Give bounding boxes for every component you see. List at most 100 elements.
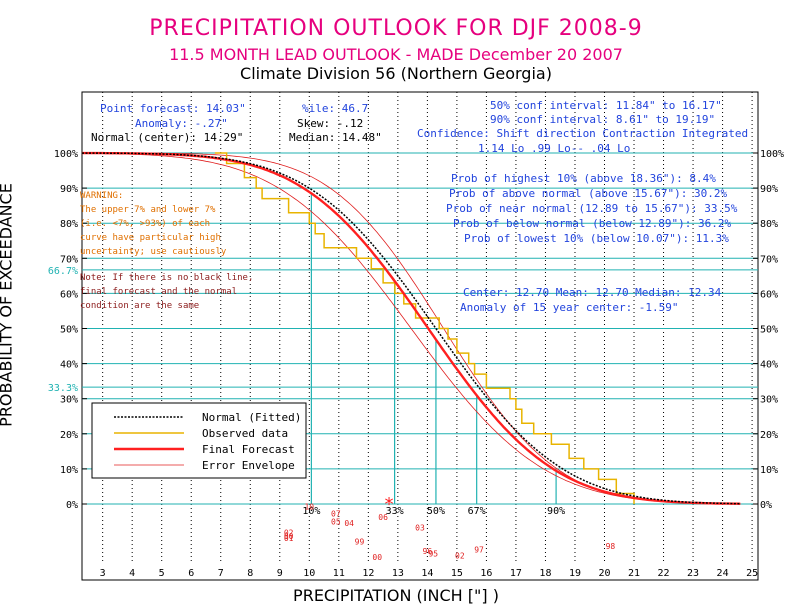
y-tick-label-left: 50% [60,325,78,336]
percentile-marker-label: 33% [386,506,404,517]
x-tick-label: 13 [392,568,404,579]
x-tick-label: 18 [539,568,551,579]
y-tick-label-left: 100% [54,149,78,160]
x-tick-label: 17 [510,568,522,579]
legend-label: Error Envelope [202,459,295,472]
prob-above: Prob of above normal (above 15.67"): 30.… [449,187,728,200]
median: Median: 14.48" [289,131,382,144]
percentile-marker-label: 67% [468,506,486,517]
plot-frame [81,91,759,581]
warning-line: The upper 7% and lower 7% [80,205,216,215]
prob-lowest: Prob of lowest 10% (below 10.07"): 11.3% [464,232,729,245]
center-mean-median: Center: 12.70 Mean: 12.70 Median: 12.34 [463,286,722,299]
y-tick-label-right: 80% [760,219,778,230]
y-tick-label-right: 50% [760,325,778,336]
anomaly: Anomaly: -.27" [135,117,228,130]
x-tick-label: 9 [277,568,283,579]
y-tick-label-right: 0% [760,500,772,511]
point-forecast: Point forecast: 14.03" [100,102,246,115]
x-tick-label: 4 [129,568,135,579]
x-tick-label: 20 [598,568,610,579]
warning-line: curve have particular high [80,233,221,243]
percentile-marker-label: 90% [547,506,565,517]
x-tick-label: 10 [303,568,315,579]
year-label: 00 [372,553,382,562]
year-label: 99 [355,537,365,546]
y-axis-label: PROBABILITY OF EXCEEDANCE [0,183,16,427]
chart-title: PRECIPITATION OUTLOOK FOR DJF 2008-9 [149,16,643,41]
x-tick-label: 12 [362,568,374,579]
prob-near: Prob of near normal (12.89 to 15.67"): 3… [446,202,738,215]
y-tick-label-right: 10% [760,465,778,476]
x-tick-label: 16 [480,568,492,579]
year-label: 95 [428,550,438,559]
normal-fitted-curve [82,152,741,505]
year-label: 03 [415,523,425,532]
year-label: 04 [344,519,354,528]
y-tick-label-left: 60% [60,289,78,300]
x-tick-label: 8 [247,568,253,579]
warning-line: uncertainty; use cautiously [80,247,227,257]
x-tick-label: 19 [569,568,581,579]
x-tick-label: 3 [100,568,106,579]
year-label: 05 [331,517,341,526]
conf-interval-90: 90% conf interval: 8.61" to 19.19" [490,113,716,126]
percentile-marker-label: 50% [427,506,445,517]
y-tick-label-left: 30% [60,395,78,406]
year-label: 98 [606,542,616,551]
confidence-values: 1.14 Lo .99 Lo-- .04 Lo [478,142,631,155]
y-tick-label-left: 0% [66,500,78,511]
x-tick-label: 22 [658,568,670,579]
y-tick-label-right: 60% [760,289,778,300]
conf-interval-50: 50% conf interval: 11.84" to 16.17" [490,99,722,112]
y-tick-label-left: 90% [60,184,78,195]
warning-line: WARNING: [80,191,124,201]
x-tick-label: 24 [717,568,729,579]
note-line: Note: If there is no black line, [80,273,254,283]
point-forecast-star: * [384,494,395,515]
climate-division: Climate Division 56 (Northern Georgia) [240,64,552,83]
chart-subtitle: 11.5 MONTH LEAD OUTLOOK - MADE December … [169,45,623,64]
observed-data-line [214,152,635,504]
skew: Skew: -.12 [297,117,364,130]
y-tick-label-left: 40% [60,360,78,371]
y-tick-label-right: 30% [760,395,778,406]
tercile-label: 33.3% [48,383,78,394]
legend-label: Normal (Fitted) [202,411,301,424]
year-label: 02 [284,529,294,538]
anomaly-15yr: Anomaly of 15 year center: -1.59" [460,301,679,314]
year-label: 96 [423,547,433,556]
x-tick-label: 15 [451,568,463,579]
prob-highest: Prob of highest 10% (above 18.36"): 8.4% [451,172,716,185]
x-tick-label: 23 [687,568,699,579]
x-tick-label: 5 [159,568,165,579]
legend-label: Final Forecast [202,443,295,456]
x-tick-label: 25 [746,568,758,579]
year-label: 02 [455,551,465,560]
x-tick-label: 14 [421,568,433,579]
y-tick-label-left: 20% [60,430,78,441]
x-tick-label: 21 [628,568,640,579]
legend-label: Observed data [202,427,288,440]
y-tick-label-right: 40% [760,360,778,371]
prob-below: Prob of below normal (below 12.89"): 36.… [453,217,732,230]
confidence-header: Confidence: Shift direction Contraction … [417,127,749,140]
note-line: condition are the same [80,301,200,311]
tercile-label: 66.7% [48,266,78,277]
y-tick-label-right: 100% [760,149,784,160]
y-tick-label-right: 20% [760,430,778,441]
normal-center: Normal (center): 14.29" [91,131,244,144]
y-tick-label-left: 10% [60,465,78,476]
year-label: 10 [304,502,314,511]
percentile-marker-label: 10% [302,506,320,517]
legend-box [91,402,307,479]
x-tick-label: 7 [218,568,224,579]
year-label: 07 [331,509,341,518]
x-tick-label: 11 [333,568,345,579]
year-label: 97 [474,545,484,554]
year-label: 06 [378,513,388,522]
y-tick-label-right: 70% [760,254,778,265]
x-axis-label: PRECIPITATION (INCH ["] ) [293,586,499,605]
note-line: final forecast and the normal [80,287,238,297]
